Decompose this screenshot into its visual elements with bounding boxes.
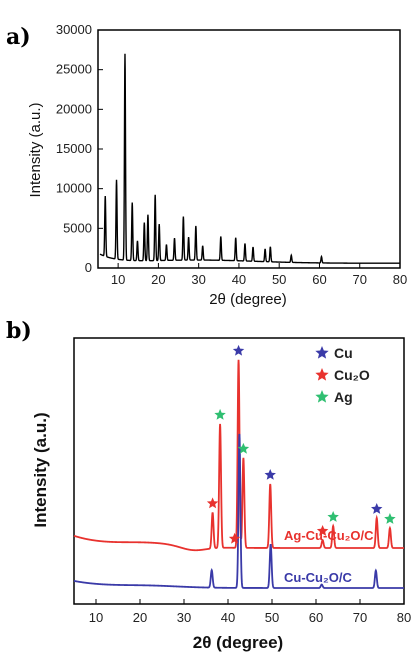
panel-a-series-line [99,53,400,264]
peak-marker-cu2o-icon [206,497,219,509]
panel-a-x-tick-label: 10 [111,272,125,287]
panel-b-x-tick-label: 50 [265,610,279,625]
panel-b-legend: Cu Cu₂O Ag [315,345,370,405]
panel-b-peak-markers [206,344,396,544]
panel-b: b) 10 20 30 40 50 60 70 80 Cu Cu₂O Ag Ag-Cu-Cu₂O/… [6,318,411,652]
peak-marker-cu-icon [232,344,245,356]
panel-a-y-tick-label: 15000 [56,141,92,156]
panel-a-y-tick-label: 5000 [63,220,92,235]
peak-marker-cu-icon [264,468,276,480]
panel-a-y-tick-label: 10000 [56,181,92,196]
panel-b-x-tick-label: 80 [397,610,411,625]
panel-a-x-ticks: 10 20 30 40 50 60 70 80 [111,263,407,287]
peak-marker-ag-icon [237,442,250,454]
peak-marker-cu-icon [371,503,383,514]
panel-b-x-tick-label: 10 [89,610,103,625]
panel-a-label: a) [6,24,31,50]
peak-marker-ag-icon [384,513,396,524]
panel-b-x-axis-label: 2θ (degree) [193,633,283,652]
series-label-ag-cu-cu2o-c: Ag-Cu-Cu₂O/C [284,528,374,543]
panel-a-y-axis-label: Intensity (a.u.) [27,102,44,197]
panel-b-label: b) [6,318,32,344]
panel-b-series-cu [73,433,404,589]
panel-a-y-tick-label: 25000 [56,62,92,77]
panel-a-x-tick-label: 20 [151,272,165,287]
panel-a-x-tick-label: 70 [352,272,366,287]
panel-b-x-ticks: 10 20 30 40 50 60 70 80 [89,599,411,625]
peak-marker-cu2o-icon [316,524,329,536]
panel-b-x-tick-label: 20 [133,610,147,625]
panel-a-y-tick-label: 0 [85,260,92,275]
panel-b-frame [73,337,405,605]
series-label-cu-cu2o-c: Cu-Cu₂O/C [284,570,352,585]
legend-label-ag: Ag [334,389,353,405]
peak-marker-ag-icon [327,510,339,522]
legend-label-cu2o: Cu₂O [334,367,370,383]
panel-b-x-tick-label: 40 [221,610,235,625]
legend-star-ag-icon [315,390,329,403]
panel-a-x-tick-label: 50 [272,272,286,287]
peak-marker-ag-icon [214,408,226,420]
panel-b-x-tick-label: 30 [177,610,191,625]
panel-a-x-axis-label: 2θ (degree) [209,291,287,308]
legend-star-cu-icon [315,346,329,359]
panel-a-x-tick-label: 40 [232,272,246,287]
panel-a-y-ticks: 0 5000 10000 15000 20000 25000 30000 [56,22,103,275]
peak-marker-cu2o-icon [228,532,241,544]
panel-b-x-tick-label: 60 [309,610,323,625]
panel-a: a) 0 5000 10000 15000 20000 25000 30000 10 20 30… [6,22,407,308]
legend-star-cu2o-icon [315,368,329,381]
panel-a-x-tick-label: 60 [312,272,326,287]
legend-label-cu: Cu [334,345,353,361]
panel-a-x-tick-label: 80 [393,272,407,287]
panel-a-y-tick-label: 20000 [56,101,92,116]
panel-b-x-tick-label: 70 [353,610,367,625]
panel-a-x-tick-label: 30 [191,272,205,287]
panel-b-y-axis-label: Intensity (a.u.) [31,412,50,527]
panel-a-y-tick-label: 30000 [56,22,92,37]
panel-b-series-ag-cu [73,359,404,552]
